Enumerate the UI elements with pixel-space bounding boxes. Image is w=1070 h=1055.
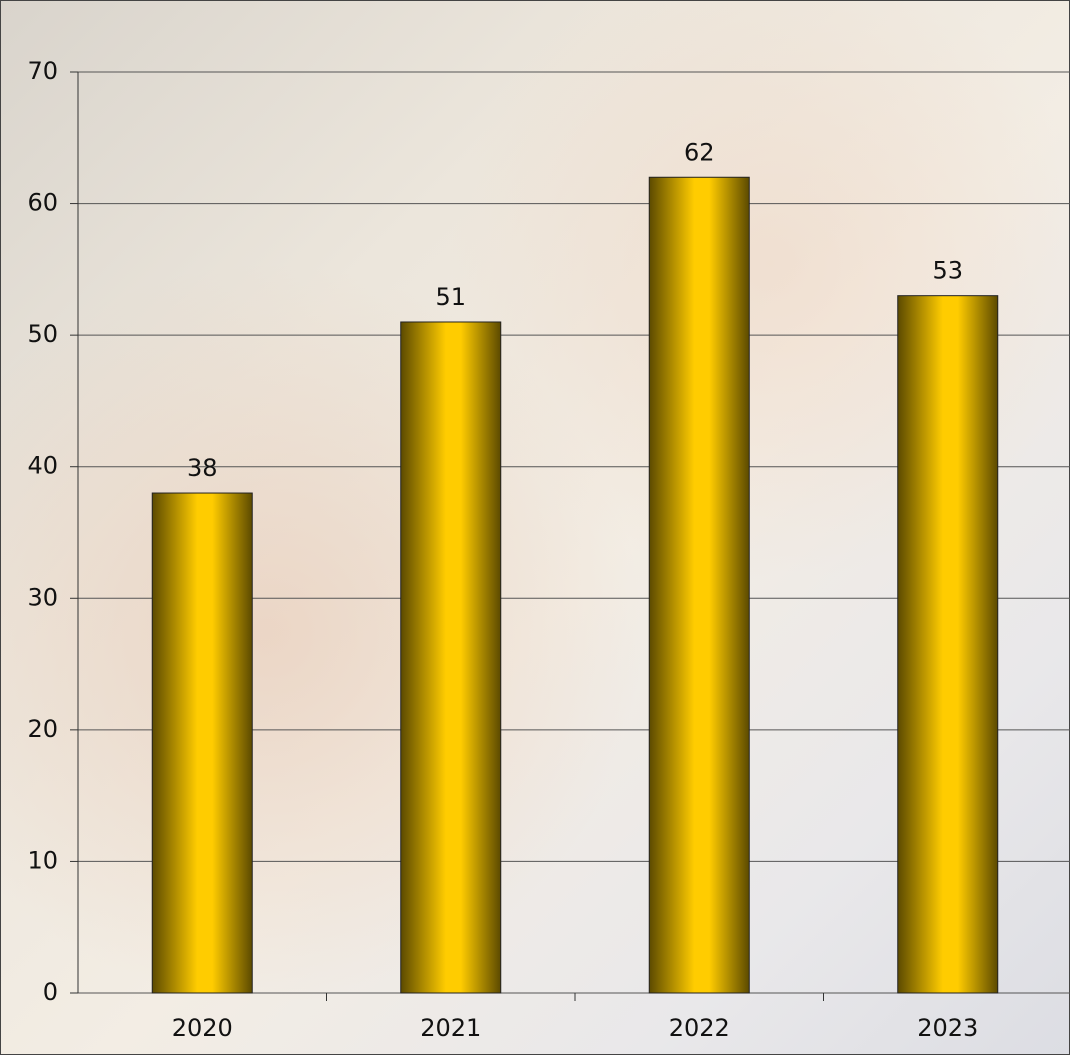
x-tick-label: 2020 — [172, 1014, 233, 1042]
data-label: 51 — [435, 283, 466, 311]
bar — [648, 176, 750, 994]
y-tick-label: 30 — [27, 583, 58, 611]
y-tick-label: 40 — [27, 452, 58, 480]
data-label: 62 — [684, 138, 715, 166]
y-tick-label: 50 — [27, 320, 58, 348]
bar — [400, 321, 502, 994]
x-tick-label: 2023 — [917, 1014, 978, 1042]
y-tick-label: 0 — [43, 978, 58, 1006]
y-tick-label: 60 — [27, 189, 58, 217]
y-tick-label: 10 — [27, 846, 58, 874]
y-tick-label: 70 — [27, 57, 58, 85]
data-label: 53 — [932, 257, 963, 285]
x-tick-label: 2021 — [420, 1014, 481, 1042]
x-tick-label: 2022 — [669, 1014, 730, 1042]
y-tick-label: 20 — [27, 715, 58, 743]
data-label: 38 — [187, 454, 218, 482]
bar — [897, 295, 999, 994]
bar — [151, 492, 253, 994]
